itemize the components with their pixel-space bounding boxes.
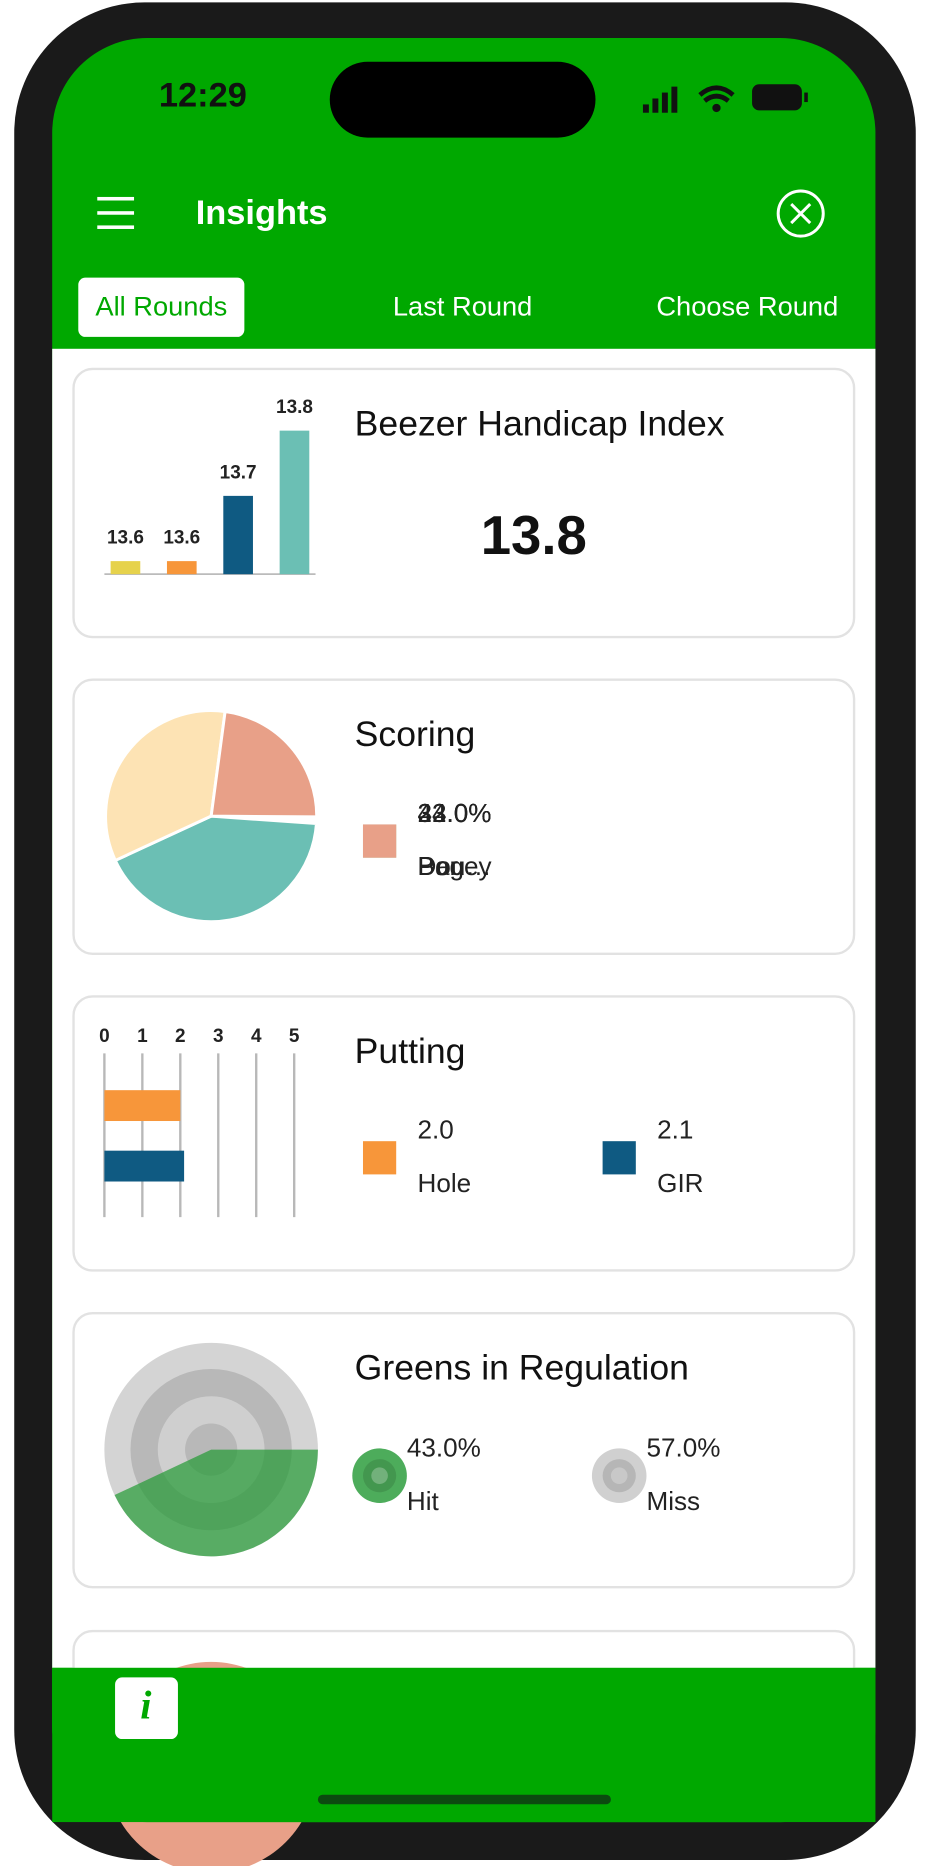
signal-bar bbox=[671, 86, 678, 113]
home-indicator bbox=[317, 1794, 611, 1805]
cards bbox=[72, 367, 856, 1866]
menu-line bbox=[97, 211, 135, 215]
bar bbox=[104, 1090, 181, 1122]
bar bbox=[104, 1150, 185, 1182]
tab[interactable]: Last Round bbox=[393, 291, 532, 322]
legend-swatch bbox=[602, 1141, 636, 1175]
card[interactable] bbox=[72, 367, 856, 639]
legend-value: 2.1 bbox=[657, 1115, 693, 1145]
legend-name: Bogey bbox=[418, 851, 492, 881]
x-tick-label: 2 bbox=[175, 1026, 186, 1047]
card[interactable] bbox=[72, 995, 856, 1272]
x-tick-label: 4 bbox=[251, 1026, 262, 1047]
menu-button[interactable] bbox=[97, 196, 135, 229]
x-tick-label: 5 bbox=[289, 1026, 300, 1047]
x-tick-label: 0 bbox=[99, 1026, 110, 1047]
info-button[interactable] bbox=[115, 1677, 178, 1740]
bar-label: 13.6 bbox=[107, 528, 144, 549]
close-circle bbox=[776, 189, 825, 238]
card-title: Greens in Regulation bbox=[355, 1348, 689, 1388]
legend-icon-ring bbox=[362, 1459, 397, 1493]
signal-bar bbox=[652, 98, 659, 113]
legend-name: Hole bbox=[418, 1168, 472, 1198]
pie-slice bbox=[209, 709, 319, 819]
bar-label: 13.6 bbox=[163, 528, 200, 549]
pie-slice bbox=[104, 709, 227, 863]
legend-value: 34.0% bbox=[418, 798, 492, 828]
x-tick-label: 1 bbox=[137, 1026, 148, 1047]
legend-icon bbox=[591, 1448, 647, 1503]
tab[interactable]: Choose Round bbox=[656, 291, 838, 322]
tab[interactable]: All Rounds bbox=[95, 291, 227, 322]
legend-value: 23.0% bbox=[418, 798, 492, 828]
legend-value: 57.0% bbox=[646, 1432, 720, 1462]
pie-slice bbox=[113, 814, 319, 924]
legend-value: 42.0% bbox=[418, 798, 492, 828]
wifi-dot bbox=[712, 103, 721, 113]
bar-label: 13.8 bbox=[276, 397, 313, 418]
bar bbox=[110, 561, 141, 575]
menu-line bbox=[97, 225, 135, 229]
legend-name: GIR bbox=[657, 1168, 703, 1198]
battery-icon bbox=[752, 84, 802, 111]
legend-swatch bbox=[362, 824, 397, 858]
legend-swatch bbox=[362, 1141, 397, 1175]
bottom-bar-shape bbox=[52, 1667, 876, 1823]
legend-value: 43.0% bbox=[407, 1432, 481, 1462]
card-title: Scoring bbox=[355, 714, 476, 754]
status-time: 12:29 bbox=[159, 76, 247, 114]
status-icons bbox=[642, 84, 808, 113]
close-button[interactable] bbox=[776, 189, 825, 238]
card-value: 13.8 bbox=[481, 505, 587, 566]
bar bbox=[166, 561, 197, 575]
signal-bar bbox=[642, 104, 649, 113]
card-title: Putting bbox=[355, 1031, 466, 1071]
legend-icon-ring bbox=[371, 1467, 388, 1485]
x-tick-label: 3 bbox=[213, 1026, 224, 1047]
legend-icon-ring bbox=[602, 1459, 636, 1493]
menu-line bbox=[97, 196, 135, 201]
active-tab-bg[interactable] bbox=[78, 277, 245, 337]
signal-bar bbox=[661, 92, 668, 113]
target-slice bbox=[114, 1449, 318, 1557]
close-x bbox=[790, 203, 812, 225]
bar bbox=[279, 430, 310, 575]
dynamic-island bbox=[329, 61, 596, 138]
legend-name: Par bbox=[418, 851, 459, 881]
battery-tip bbox=[804, 92, 808, 103]
legend-value: 2.0 bbox=[418, 1115, 454, 1145]
legend-name: Miss bbox=[646, 1486, 700, 1516]
card-title: Beezer Handicap Index bbox=[355, 403, 725, 443]
wifi-icon bbox=[698, 85, 735, 103]
legend-icon bbox=[352, 1448, 407, 1503]
legend-name: Hit bbox=[407, 1486, 440, 1516]
bar-label: 13.7 bbox=[220, 462, 257, 483]
legend-name: Dou… bbox=[418, 851, 492, 881]
target-slice bbox=[104, 1342, 318, 1496]
info-icon[interactable]: i bbox=[140, 1683, 152, 1728]
bar bbox=[223, 495, 253, 575]
legend-icon-ring bbox=[610, 1467, 628, 1485]
header-title: Insights bbox=[196, 194, 328, 232]
